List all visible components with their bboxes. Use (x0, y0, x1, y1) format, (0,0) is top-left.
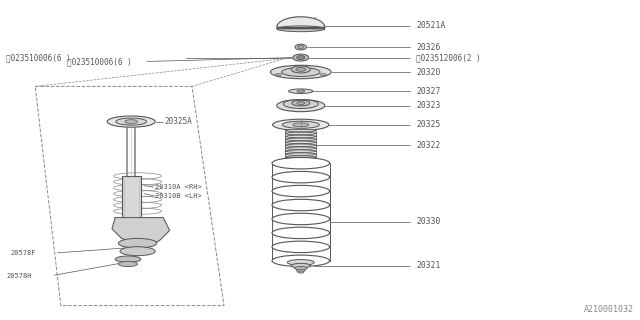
Ellipse shape (120, 247, 155, 256)
Text: 20323: 20323 (416, 101, 440, 110)
Ellipse shape (272, 227, 330, 239)
Ellipse shape (107, 116, 155, 127)
Ellipse shape (115, 256, 141, 262)
Text: 20321: 20321 (416, 261, 440, 270)
Ellipse shape (296, 56, 305, 60)
Ellipse shape (285, 150, 316, 152)
Ellipse shape (285, 132, 316, 135)
Ellipse shape (272, 213, 330, 225)
Text: 20325A: 20325A (164, 117, 192, 126)
Text: ⓝ023512006(2 ): ⓝ023512006(2 ) (416, 53, 481, 62)
Ellipse shape (297, 90, 305, 92)
Ellipse shape (118, 238, 157, 248)
Text: 20330: 20330 (416, 217, 440, 226)
Ellipse shape (289, 89, 313, 93)
Text: 20578H: 20578H (6, 273, 32, 279)
Text: 20322: 20322 (416, 141, 440, 150)
Text: 20320: 20320 (416, 68, 440, 76)
Ellipse shape (272, 199, 330, 211)
Ellipse shape (298, 45, 304, 49)
Ellipse shape (285, 156, 316, 158)
Ellipse shape (285, 153, 316, 156)
Ellipse shape (285, 129, 316, 132)
Ellipse shape (276, 26, 324, 32)
Ellipse shape (272, 241, 330, 252)
Text: 20326: 20326 (416, 43, 440, 52)
Ellipse shape (273, 119, 329, 131)
Text: ⓝ023510006(6 ): ⓝ023510006(6 ) (6, 53, 71, 62)
Text: A210001032: A210001032 (584, 305, 634, 314)
Ellipse shape (285, 147, 316, 149)
Ellipse shape (292, 100, 310, 106)
Ellipse shape (285, 141, 316, 144)
Ellipse shape (297, 101, 305, 105)
Ellipse shape (294, 267, 307, 270)
Ellipse shape (272, 255, 330, 267)
Ellipse shape (285, 144, 316, 147)
Ellipse shape (275, 74, 282, 76)
Text: 20578F: 20578F (10, 250, 36, 256)
Ellipse shape (291, 66, 310, 73)
Ellipse shape (320, 74, 326, 76)
Polygon shape (112, 218, 170, 246)
Ellipse shape (283, 100, 319, 108)
Ellipse shape (285, 138, 316, 141)
Text: 20325: 20325 (416, 120, 440, 129)
Text: 20327: 20327 (416, 87, 440, 96)
Ellipse shape (282, 121, 319, 128)
Ellipse shape (116, 118, 147, 125)
Ellipse shape (292, 54, 308, 61)
Bar (122, 176, 141, 218)
Ellipse shape (118, 261, 138, 267)
Ellipse shape (276, 100, 324, 112)
Polygon shape (277, 17, 324, 29)
Ellipse shape (272, 157, 330, 169)
Ellipse shape (282, 68, 320, 76)
Ellipse shape (272, 185, 330, 197)
Ellipse shape (296, 269, 305, 272)
Ellipse shape (125, 120, 138, 124)
Ellipse shape (270, 65, 332, 79)
Text: 20521A: 20521A (416, 21, 445, 30)
Ellipse shape (296, 68, 306, 71)
Ellipse shape (287, 260, 314, 265)
Ellipse shape (291, 263, 310, 268)
Ellipse shape (285, 135, 316, 138)
Ellipse shape (292, 123, 308, 127)
Text: 20568: 20568 (126, 244, 147, 250)
Text: 20310A <RH>: 20310A <RH> (155, 184, 202, 190)
Text: 20310B <LH>: 20310B <LH> (155, 193, 202, 199)
Ellipse shape (285, 159, 316, 161)
Ellipse shape (298, 271, 304, 273)
Text: ⓝ023510006(6 ): ⓝ023510006(6 ) (67, 57, 132, 66)
Ellipse shape (272, 172, 330, 183)
Ellipse shape (295, 44, 307, 50)
